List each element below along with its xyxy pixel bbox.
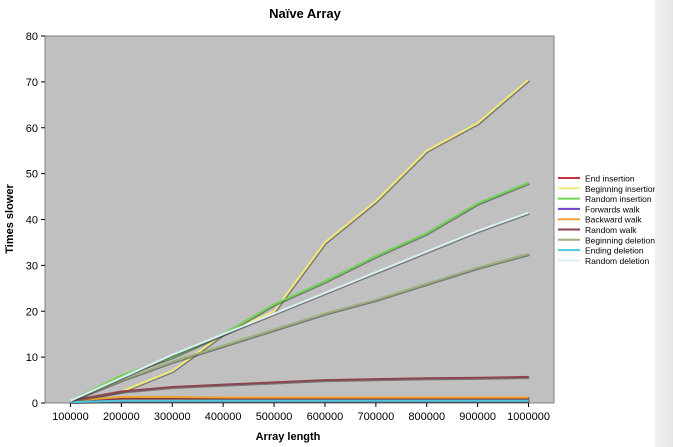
y-tick-label: 60 <box>26 123 38 135</box>
series-line-ending-deletion <box>70 399 529 404</box>
window-edge <box>655 0 673 447</box>
x-tick-label: 900000 <box>459 411 496 423</box>
x-axis: 100000 200000 300000 400000 500000 600000 7000… <box>52 403 550 423</box>
series-line-beginning-insertion <box>70 78 530 402</box>
x-tick-label: 100000 <box>52 411 89 423</box>
series-line-shadow <box>71 79 531 403</box>
legend-label: Beginning insertion <box>585 184 658 194</box>
y-tick-label: 70 <box>26 77 38 89</box>
series-line-random-deletion <box>70 211 529 402</box>
series-line-random-walk <box>70 375 529 402</box>
legend-label: Random deletion <box>585 256 650 266</box>
x-tick-label: 300000 <box>154 411 191 423</box>
legend-label: Beginning deletion <box>585 235 655 245</box>
series-line-shadow <box>71 400 530 405</box>
y-axis-label: Times slower <box>4 184 16 254</box>
x-tick-label: 500000 <box>256 411 293 423</box>
x-tick-label: 200000 <box>103 411 140 423</box>
y-tick-label: 40 <box>26 215 38 227</box>
series-layer <box>70 78 531 405</box>
chart-title: Naïve Array <box>269 6 342 21</box>
x-tick-label: 700000 <box>357 411 394 423</box>
legend-label: Random insertion <box>585 194 652 204</box>
y-tick-label: 0 <box>32 398 38 410</box>
y-axis: 0 10 20 30 40 50 60 70 80 <box>26 31 45 410</box>
legend-label: Random walk <box>585 225 637 235</box>
y-tick-label: 10 <box>26 352 38 364</box>
y-tick-label: 30 <box>26 260 38 272</box>
series-line-shadow <box>70 253 530 403</box>
y-tick-label: 80 <box>26 31 38 43</box>
y-tick-label: 50 <box>26 169 38 181</box>
x-tick-label: 600000 <box>307 411 344 423</box>
plot-area <box>44 35 555 404</box>
x-tick-label: 1000000 <box>507 411 550 423</box>
legend-label: Forwards walk <box>585 204 641 214</box>
series-line-shadow <box>70 212 530 403</box>
legend-label: Ending deletion <box>585 246 644 256</box>
legend-label: End insertion <box>585 174 635 184</box>
x-tick-label: 400000 <box>205 411 242 423</box>
x-tick-label: 800000 <box>408 411 445 423</box>
series-line-beginning-deletion <box>70 252 529 402</box>
x-axis-label: Array length <box>256 431 321 443</box>
legend-label: Backward walk <box>585 215 642 225</box>
y-tick-label: 20 <box>26 306 38 318</box>
series-line-backward-walk <box>70 396 529 402</box>
